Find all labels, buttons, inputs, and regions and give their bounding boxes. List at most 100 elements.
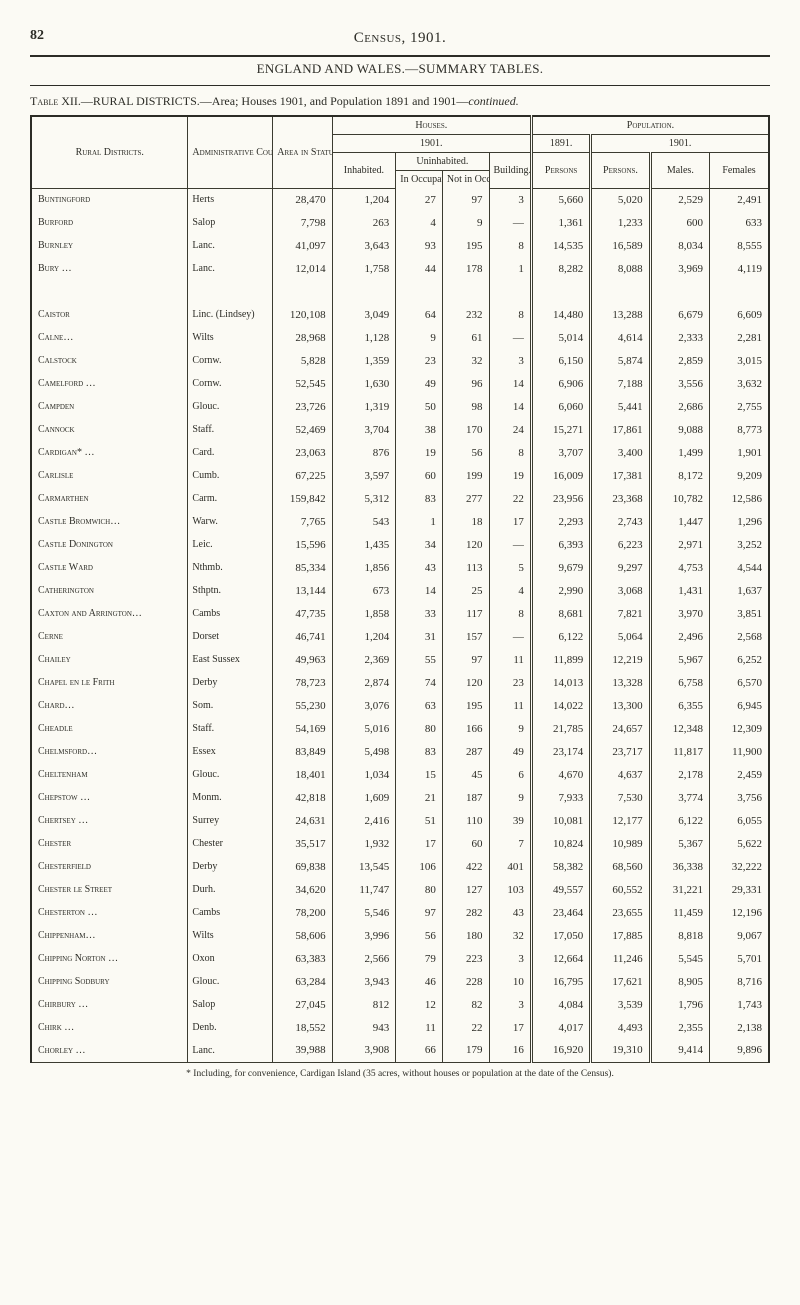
cell-building: 16: [489, 1039, 531, 1062]
cell-area: 85,334: [273, 556, 332, 579]
table-row: Chertsey …Surrey24,6312,416511103910,081…: [31, 809, 769, 832]
cell-males: 6,122: [650, 809, 709, 832]
footnote: * Including, for convenience, Cardigan I…: [31, 1062, 769, 1082]
hdr-rural-districts: Rural Districts.: [31, 116, 188, 188]
cell-inhabited: 263: [332, 211, 396, 234]
cell-county: Lanc.: [188, 1039, 273, 1062]
cell-males: 9,088: [650, 418, 709, 441]
table-row: Chard…Som.55,2303,076631951114,02213,300…: [31, 694, 769, 717]
cell-males: 36,338: [650, 855, 709, 878]
cell-district: Cerne: [31, 625, 188, 648]
cell-females: 3,756: [710, 786, 769, 809]
cell-county: Som.: [188, 694, 273, 717]
cell-males: 4,753: [650, 556, 709, 579]
cell-area: 52,545: [273, 372, 332, 395]
cell-in-occ: 80: [396, 878, 443, 901]
table-row: CarlisleCumb.67,2253,597601991916,00917,…: [31, 464, 769, 487]
cell-males: 2,686: [650, 395, 709, 418]
cell-area: 28,470: [273, 188, 332, 211]
cell-county: Oxon: [188, 947, 273, 970]
cell-females: 6,252: [710, 648, 769, 671]
cell-persons-1901: 7,821: [591, 602, 650, 625]
cell-persons-1901: 5,064: [591, 625, 650, 648]
cell-inhabited: 11,747: [332, 878, 396, 901]
cell-area: 13,144: [273, 579, 332, 602]
cell-in-occ: 83: [396, 740, 443, 763]
cell-county: Monm.: [188, 786, 273, 809]
cell-building: 11: [489, 648, 531, 671]
hdr-population: Population.: [531, 116, 769, 135]
cell-district: Castle Bromwich…: [31, 510, 188, 533]
cell-females: 2,568: [710, 625, 769, 648]
cell-area: 12,014: [273, 257, 332, 280]
cell-district: Cardigan* …: [31, 441, 188, 464]
cell-area: 49,963: [273, 648, 332, 671]
cell-in-occ: 9: [396, 326, 443, 349]
table-row: BuntingfordHerts28,4701,204279735,6605,0…: [31, 188, 769, 211]
cell-males: 11,817: [650, 740, 709, 763]
cell-county: Herts: [188, 188, 273, 211]
cell-district: Caxton and Arrington…: [31, 602, 188, 625]
cell-county: Durh.: [188, 878, 273, 901]
cell-county: Staff.: [188, 717, 273, 740]
cell-inhabited: 543: [332, 510, 396, 533]
gap-cell: [710, 280, 769, 303]
cell-females: 12,586: [710, 487, 769, 510]
cell-in-occ: 60: [396, 464, 443, 487]
cell-persons-1891: 14,535: [531, 234, 590, 257]
cell-county: Derby: [188, 671, 273, 694]
cell-not-in-occ: 22: [442, 1016, 489, 1039]
cell-inhabited: 1,856: [332, 556, 396, 579]
cell-not-in-occ: 18: [442, 510, 489, 533]
cell-district: Bury …: [31, 257, 188, 280]
cell-males: 2,355: [650, 1016, 709, 1039]
table-row: Chippenham…Wilts58,6063,996561803217,050…: [31, 924, 769, 947]
cell-not-in-occ: 170: [442, 418, 489, 441]
cell-area: 27,045: [273, 993, 332, 1016]
cell-area: 42,818: [273, 786, 332, 809]
cell-building: 3: [489, 349, 531, 372]
cell-inhabited: 943: [332, 1016, 396, 1039]
cell-persons-1891: 23,956: [531, 487, 590, 510]
cell-in-occ: 1: [396, 510, 443, 533]
cell-persons-1891: 49,557: [531, 878, 590, 901]
hdr-uninhabited: Uninhabited.: [396, 153, 489, 171]
cell-persons-1901: 5,020: [591, 188, 650, 211]
cell-females: 3,851: [710, 602, 769, 625]
cell-persons-1901: 9,297: [591, 556, 650, 579]
cell-district: Chester: [31, 832, 188, 855]
cell-persons-1901: 4,614: [591, 326, 650, 349]
cell-not-in-occ: 166: [442, 717, 489, 740]
cell-inhabited: 1,204: [332, 625, 396, 648]
cell-in-occ: 14: [396, 579, 443, 602]
table-row: ChesterfieldDerby69,83813,54510642240158…: [31, 855, 769, 878]
cell-county: Glouc.: [188, 763, 273, 786]
cell-persons-1891: 2,990: [531, 579, 590, 602]
cell-females: 12,196: [710, 901, 769, 924]
cell-persons-1901: 7,188: [591, 372, 650, 395]
cell-county: Nthmb.: [188, 556, 273, 579]
cell-in-occ: 50: [396, 395, 443, 418]
cell-inhabited: 2,369: [332, 648, 396, 671]
cell-persons-1891: 12,664: [531, 947, 590, 970]
hdr-in-occ: In Occu­pation.: [396, 171, 443, 189]
cell-not-in-occ: 56: [442, 441, 489, 464]
cell-not-in-occ: 117: [442, 602, 489, 625]
cell-district: Camelford …: [31, 372, 188, 395]
cell-in-occ: 31: [396, 625, 443, 648]
cell-area: 41,097: [273, 234, 332, 257]
cell-persons-1901: 4,493: [591, 1016, 650, 1039]
cell-persons-1891: 8,282: [531, 257, 590, 280]
cell-persons-1901: 12,219: [591, 648, 650, 671]
cell-county: Cornw.: [188, 372, 273, 395]
cell-males: 1,431: [650, 579, 709, 602]
cell-persons-1901: 68,560: [591, 855, 650, 878]
cell-males: 3,774: [650, 786, 709, 809]
cell-county: Wilts: [188, 326, 273, 349]
cell-not-in-occ: 97: [442, 188, 489, 211]
cell-persons-1901: 19,310: [591, 1039, 650, 1062]
cell-persons-1901: 10,989: [591, 832, 650, 855]
cell-not-in-occ: 120: [442, 671, 489, 694]
cell-males: 8,172: [650, 464, 709, 487]
cell-males: 8,905: [650, 970, 709, 993]
